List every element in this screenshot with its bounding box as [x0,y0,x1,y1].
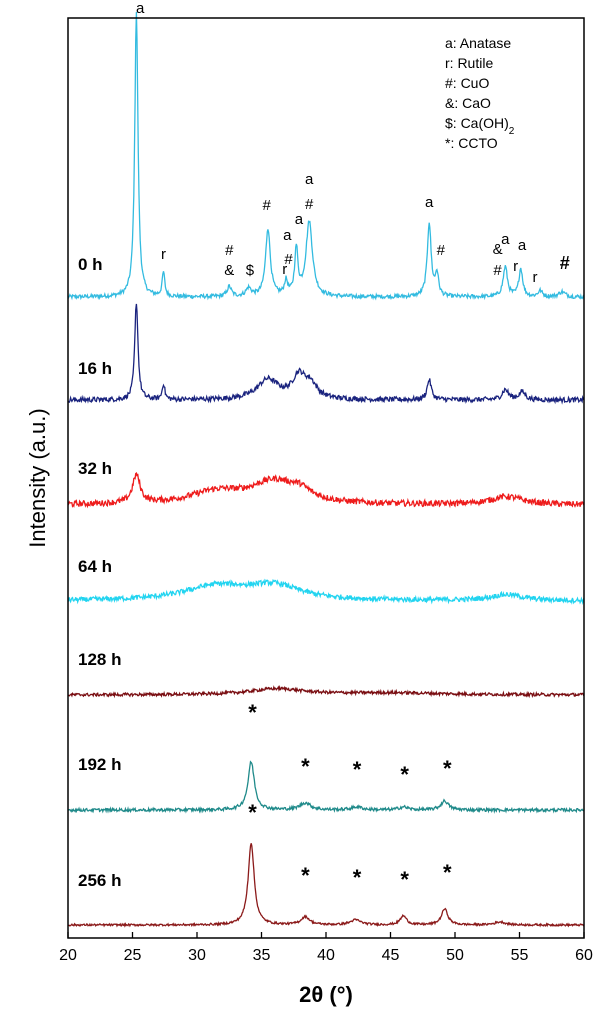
series-line-128h [67,684,585,699]
legend: a: Anatase r: Rutile #: CuO &: CaO $: Ca(OH)… [445,35,515,151]
y-axis-title: Intensity (a.u.) [25,408,50,547]
peak-annotation: # [284,251,293,268]
annotation-star: * [353,757,362,782]
series-label: 64 h [78,557,112,576]
peak-annotation: a [136,0,145,17]
series-label: 32 h [78,459,112,478]
x-tick-label: 20 [59,947,77,964]
series-label: 192 h [78,755,121,774]
annotation-star: * [400,762,409,787]
x-tick-label: 45 [382,947,400,964]
series-line-64h [67,578,585,606]
peak-annotation: r [282,261,287,278]
annotation-star: * [248,800,257,825]
peak-annotation: r [533,269,538,286]
peak-annotation: a [425,194,434,211]
x-tick-label: 35 [253,947,271,964]
annotation-group: ar #& $#r#aa#aa# &a# rar#** * * *** * * * [136,0,570,892]
series-label: 0 h [78,255,103,274]
series-label: 256 h [78,871,121,890]
peak-annotation: # [560,253,570,273]
peak-annotation: a [305,171,314,188]
peak-annotation: $ [246,262,255,279]
x-axis-title: 2θ (°) [299,982,353,1007]
series-group: 0 h 16 h 32 h 64 h 128 h 192 h 256 h [67,11,585,928]
peak-annotation: & [224,262,234,279]
x-axis-ticks: 20 25 30 35 40 45 50 55 60 [59,932,593,964]
annotation-star: * [400,867,409,892]
peak-annotation: # [493,262,502,279]
series-line-16h [67,303,585,405]
annotation-star: * [248,700,257,725]
x-tick-label: 25 [124,947,142,964]
legend-entry: $: Ca(OH)2 [445,115,515,137]
annotation-star: * [443,860,452,885]
plot-frame [67,17,585,939]
peak-annotation: & [493,241,503,258]
series-line-32h [67,471,585,509]
peak-annotation: # [305,196,314,213]
annotation-star: * [443,756,452,781]
peak-annotation: # [225,242,234,259]
peak-annotation: a [283,227,292,244]
legend-entry: r: Rutile [445,55,493,71]
series-line-192h [67,760,585,814]
legend-entry: &: CaO [445,95,491,111]
peak-annotation: # [263,197,272,214]
peak-annotation: a [518,237,527,254]
x-tick-label: 55 [511,947,529,964]
x-tick-label: 60 [575,947,593,964]
series-label: 128 h [78,650,121,669]
peak-annotation: r [161,246,166,263]
legend-entry: *: CCTO [445,135,498,151]
x-tick-label: 30 [188,947,206,964]
peak-annotation: r [513,258,518,275]
peak-annotation: # [437,242,446,259]
series-line-256h [67,843,585,928]
annotation-star: * [301,754,310,779]
legend-entry: #: CuO [445,75,489,91]
series-line-0h [67,11,585,301]
series-label: 16 h [78,359,112,378]
x-tick-label: 50 [446,947,464,964]
x-tick-label: 40 [317,947,335,964]
peak-annotation: a [501,231,510,248]
legend-entry: a: Anatase [445,35,511,51]
annotation-star: * [301,863,310,888]
peak-annotation: a [295,211,304,228]
annotation-star: * [353,865,362,890]
